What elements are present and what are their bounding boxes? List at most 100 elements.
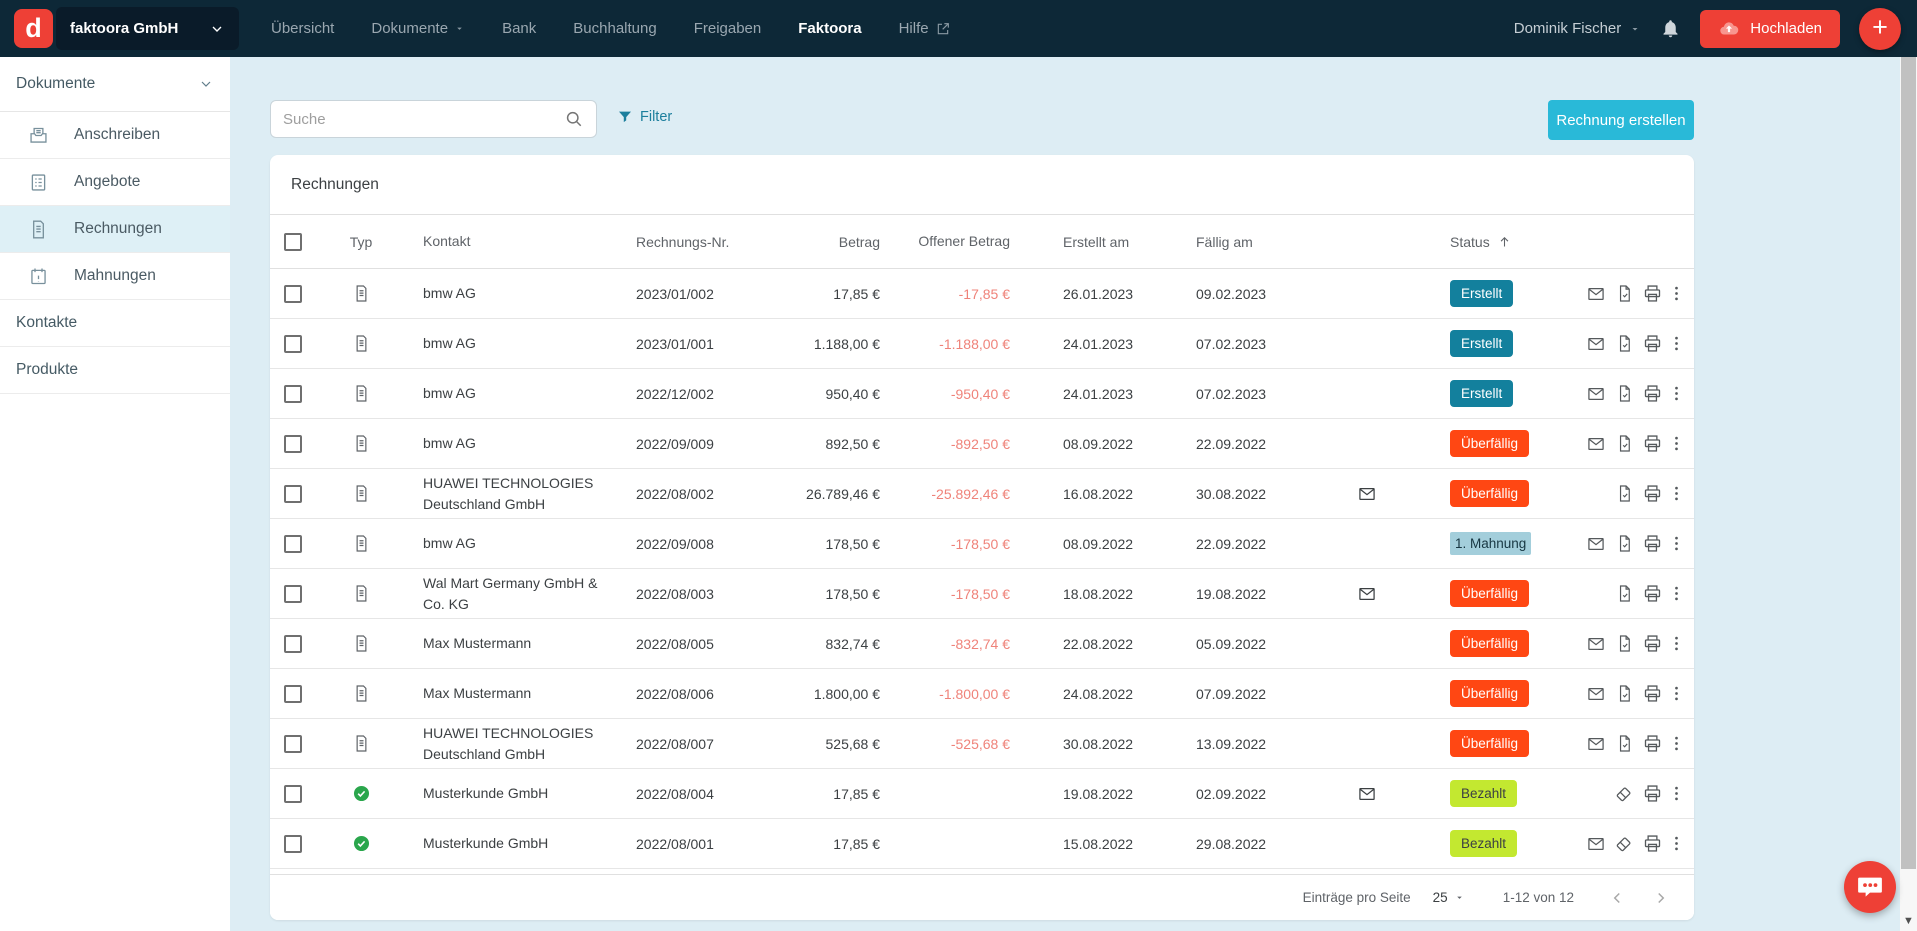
table-row[interactable]: HUAWEI TECHNOLOGIES Deutschland GmbH 2022… [270, 469, 1694, 519]
eraser-icon[interactable] [1614, 784, 1634, 804]
scrollbar-thumb[interactable] [1901, 57, 1916, 869]
nav-item-dokumente[interactable]: Dokumente [371, 20, 465, 37]
printer-icon[interactable] [1642, 583, 1663, 604]
row-menu-icon[interactable] [1667, 533, 1686, 554]
file-check-icon[interactable] [1615, 583, 1634, 604]
printer-icon[interactable] [1642, 333, 1663, 354]
printer-icon[interactable] [1642, 633, 1663, 654]
row-menu-icon[interactable] [1667, 383, 1686, 404]
row-menu-icon[interactable] [1667, 333, 1686, 354]
send-mail-icon[interactable] [1585, 434, 1607, 454]
nav-item-uebersicht[interactable]: Übersicht [271, 20, 334, 37]
bell-icon[interactable] [1660, 18, 1681, 39]
sidebar-item-angebote[interactable]: Angebote [0, 159, 230, 206]
printer-icon[interactable] [1642, 833, 1663, 854]
nav-item-hilfe[interactable]: Hilfe [899, 20, 951, 37]
printer-icon[interactable] [1642, 783, 1663, 804]
nav-item-freigaben[interactable]: Freigaben [694, 20, 762, 37]
row-checkbox[interactable] [284, 634, 302, 653]
sidebar-item-anschreiben[interactable]: Anschreiben [0, 112, 230, 159]
table-row[interactable]: bmw AG 2022/12/002 950,40 € -950,40 € 24.01.… [270, 369, 1694, 419]
file-check-icon[interactable] [1615, 533, 1634, 554]
row-checkbox[interactable] [284, 834, 302, 853]
printer-icon[interactable] [1642, 433, 1663, 454]
printer-icon[interactable] [1642, 383, 1663, 404]
select-all-checkbox[interactable] [284, 232, 302, 251]
printer-icon[interactable] [1642, 733, 1663, 754]
sidebar-item-produkte[interactable]: Produkte [0, 347, 230, 394]
send-mail-icon[interactable] [1585, 284, 1607, 304]
row-checkbox[interactable] [284, 434, 302, 453]
col-status-sort[interactable]: Status [1422, 234, 1582, 250]
file-check-icon[interactable] [1615, 433, 1634, 454]
printer-icon[interactable] [1642, 283, 1663, 304]
table-row[interactable]: Musterkunde GmbH 2022/08/004 17,85 € 19.08.… [270, 769, 1694, 819]
scrollbar-down-arrow[interactable]: ▼ [1903, 915, 1914, 927]
filter-button[interactable]: Filter [617, 109, 672, 125]
row-menu-icon[interactable] [1667, 433, 1686, 454]
user-menu[interactable]: Dominik Fischer [1514, 20, 1642, 37]
table-row[interactable]: Max Mustermann 2022/08/006 1.800,00 € -1.80… [270, 669, 1694, 719]
nav-item-faktoora[interactable]: Faktoora [798, 20, 861, 37]
printer-icon[interactable] [1642, 683, 1663, 704]
table-row[interactable]: Wal Mart Germany GmbH & Co. KG 2022/08/00… [270, 569, 1694, 619]
row-menu-icon[interactable] [1667, 483, 1686, 504]
per-page-select[interactable]: 25 [1433, 890, 1465, 905]
file-check-icon[interactable] [1615, 483, 1634, 504]
table-row[interactable]: bmw AG 2023/01/001 1.188,00 € -1.188,00 € 24… [270, 319, 1694, 369]
upload-button[interactable]: Hochladen [1700, 9, 1840, 48]
sidebar-item-rechnungen[interactable]: Rechnungen [0, 206, 230, 253]
table-row[interactable]: Max Mustermann 2022/08/005 832,74 € -832,74… [270, 619, 1694, 669]
row-checkbox[interactable] [284, 684, 302, 703]
send-mail-icon[interactable] [1585, 334, 1607, 354]
send-mail-icon[interactable] [1585, 684, 1607, 704]
send-mail-icon[interactable] [1585, 734, 1607, 754]
file-check-icon[interactable] [1615, 683, 1634, 704]
search-icon[interactable] [564, 109, 584, 129]
row-checkbox[interactable] [284, 484, 302, 503]
row-checkbox[interactable] [284, 284, 302, 303]
row-menu-icon[interactable] [1667, 833, 1686, 854]
row-menu-icon[interactable] [1667, 583, 1686, 604]
next-page-button[interactable] [1652, 889, 1670, 907]
table-row[interactable]: bmw AG 2022/09/009 892,50 € -892,50 € 08.09.… [270, 419, 1694, 469]
table-row[interactable]: bmw AG 2022/09/008 178,50 € -178,50 € 08.09.… [270, 519, 1694, 569]
printer-icon[interactable] [1642, 533, 1663, 554]
eraser-icon[interactable] [1614, 834, 1634, 854]
row-menu-icon[interactable] [1667, 283, 1686, 304]
file-check-icon[interactable] [1615, 383, 1634, 404]
file-check-icon[interactable] [1615, 283, 1634, 304]
table-row[interactable]: Musterkunde GmbH 2022/08/001 17,85 € 15.08.… [270, 819, 1694, 869]
nav-item-buchhaltung[interactable]: Buchhaltung [573, 20, 656, 37]
row-checkbox[interactable] [284, 384, 302, 403]
sidebar-item-mahnungen[interactable]: Mahnungen [0, 253, 230, 300]
create-invoice-button[interactable]: Rechnung erstellen [1548, 100, 1694, 140]
table-row[interactable]: bmw AG 2023/01/002 17,85 € -17,85 € 26.01.20… [270, 269, 1694, 319]
row-checkbox[interactable] [284, 734, 302, 753]
row-menu-icon[interactable] [1667, 783, 1686, 804]
chat-support-button[interactable] [1844, 861, 1896, 913]
row-menu-icon[interactable] [1667, 633, 1686, 654]
send-mail-icon[interactable] [1585, 384, 1607, 404]
send-mail-icon[interactable] [1585, 834, 1607, 854]
row-checkbox[interactable] [284, 534, 302, 553]
file-check-icon[interactable] [1615, 333, 1634, 354]
row-checkbox[interactable] [284, 584, 302, 603]
previous-page-button[interactable] [1608, 889, 1626, 907]
send-mail-icon[interactable] [1585, 634, 1607, 654]
company-selector[interactable]: faktoora GmbH [56, 7, 239, 50]
sidebar-item-kontakte[interactable]: Kontakte [0, 300, 230, 347]
sidebar-section-dokumente[interactable]: Dokumente [0, 57, 230, 112]
file-check-icon[interactable] [1615, 733, 1634, 754]
row-menu-icon[interactable] [1667, 733, 1686, 754]
row-checkbox[interactable] [284, 784, 302, 803]
add-button[interactable]: + [1859, 7, 1901, 50]
page-scrollbar[interactable]: ▼ [1900, 57, 1917, 931]
file-check-icon[interactable] [1615, 633, 1634, 654]
printer-icon[interactable] [1642, 483, 1663, 504]
nav-item-bank[interactable]: Bank [502, 20, 536, 37]
send-mail-icon[interactable] [1585, 534, 1607, 554]
row-menu-icon[interactable] [1667, 683, 1686, 704]
row-checkbox[interactable] [284, 334, 302, 353]
search-input[interactable] [283, 110, 564, 128]
